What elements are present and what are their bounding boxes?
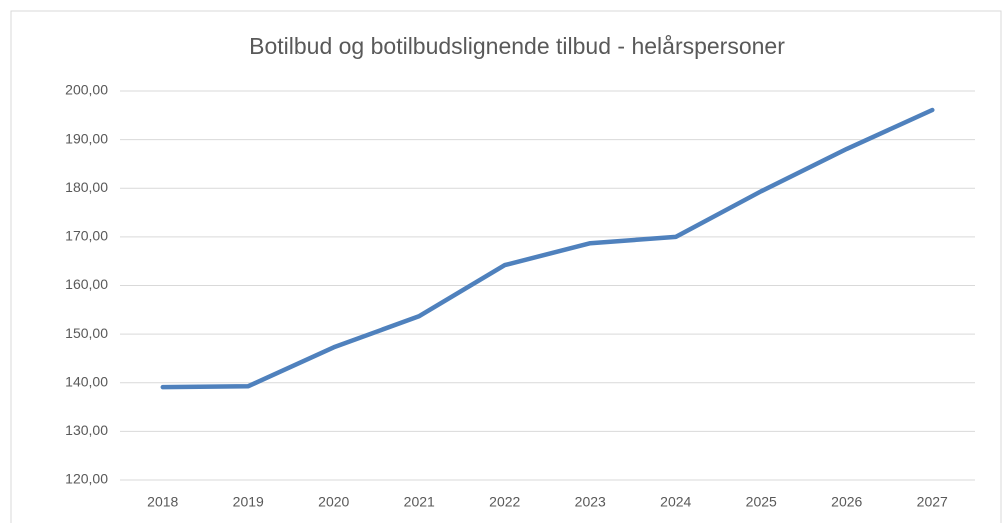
x-tick-label: 2022 [489, 494, 520, 510]
x-tick-label: 2026 [831, 494, 862, 510]
x-tick-label: 2027 [917, 494, 948, 510]
y-tick-label: 200,00 [65, 82, 108, 98]
x-tick-label: 2024 [660, 494, 691, 510]
y-tick-label: 150,00 [65, 325, 108, 341]
y-tick-label: 180,00 [65, 179, 108, 195]
y-tick-label: 130,00 [65, 422, 108, 438]
x-tick-label: 2019 [233, 494, 264, 510]
x-tick-label: 2021 [404, 494, 435, 510]
y-tick-label: 160,00 [65, 276, 108, 292]
x-tick-label: 2023 [575, 494, 606, 510]
y-tick-label: 120,00 [65, 471, 108, 487]
x-tick-label: 2018 [147, 494, 178, 510]
y-tick-label: 190,00 [65, 130, 108, 146]
chart-title: Botilbud og botilbudslignende tilbud - h… [249, 33, 785, 59]
y-tick-label: 140,00 [65, 373, 108, 389]
x-tick-label: 2020 [318, 494, 349, 510]
line-series [160, 107, 935, 390]
y-tick-label: 170,00 [65, 228, 108, 244]
x-tick-label: 2025 [746, 494, 777, 510]
